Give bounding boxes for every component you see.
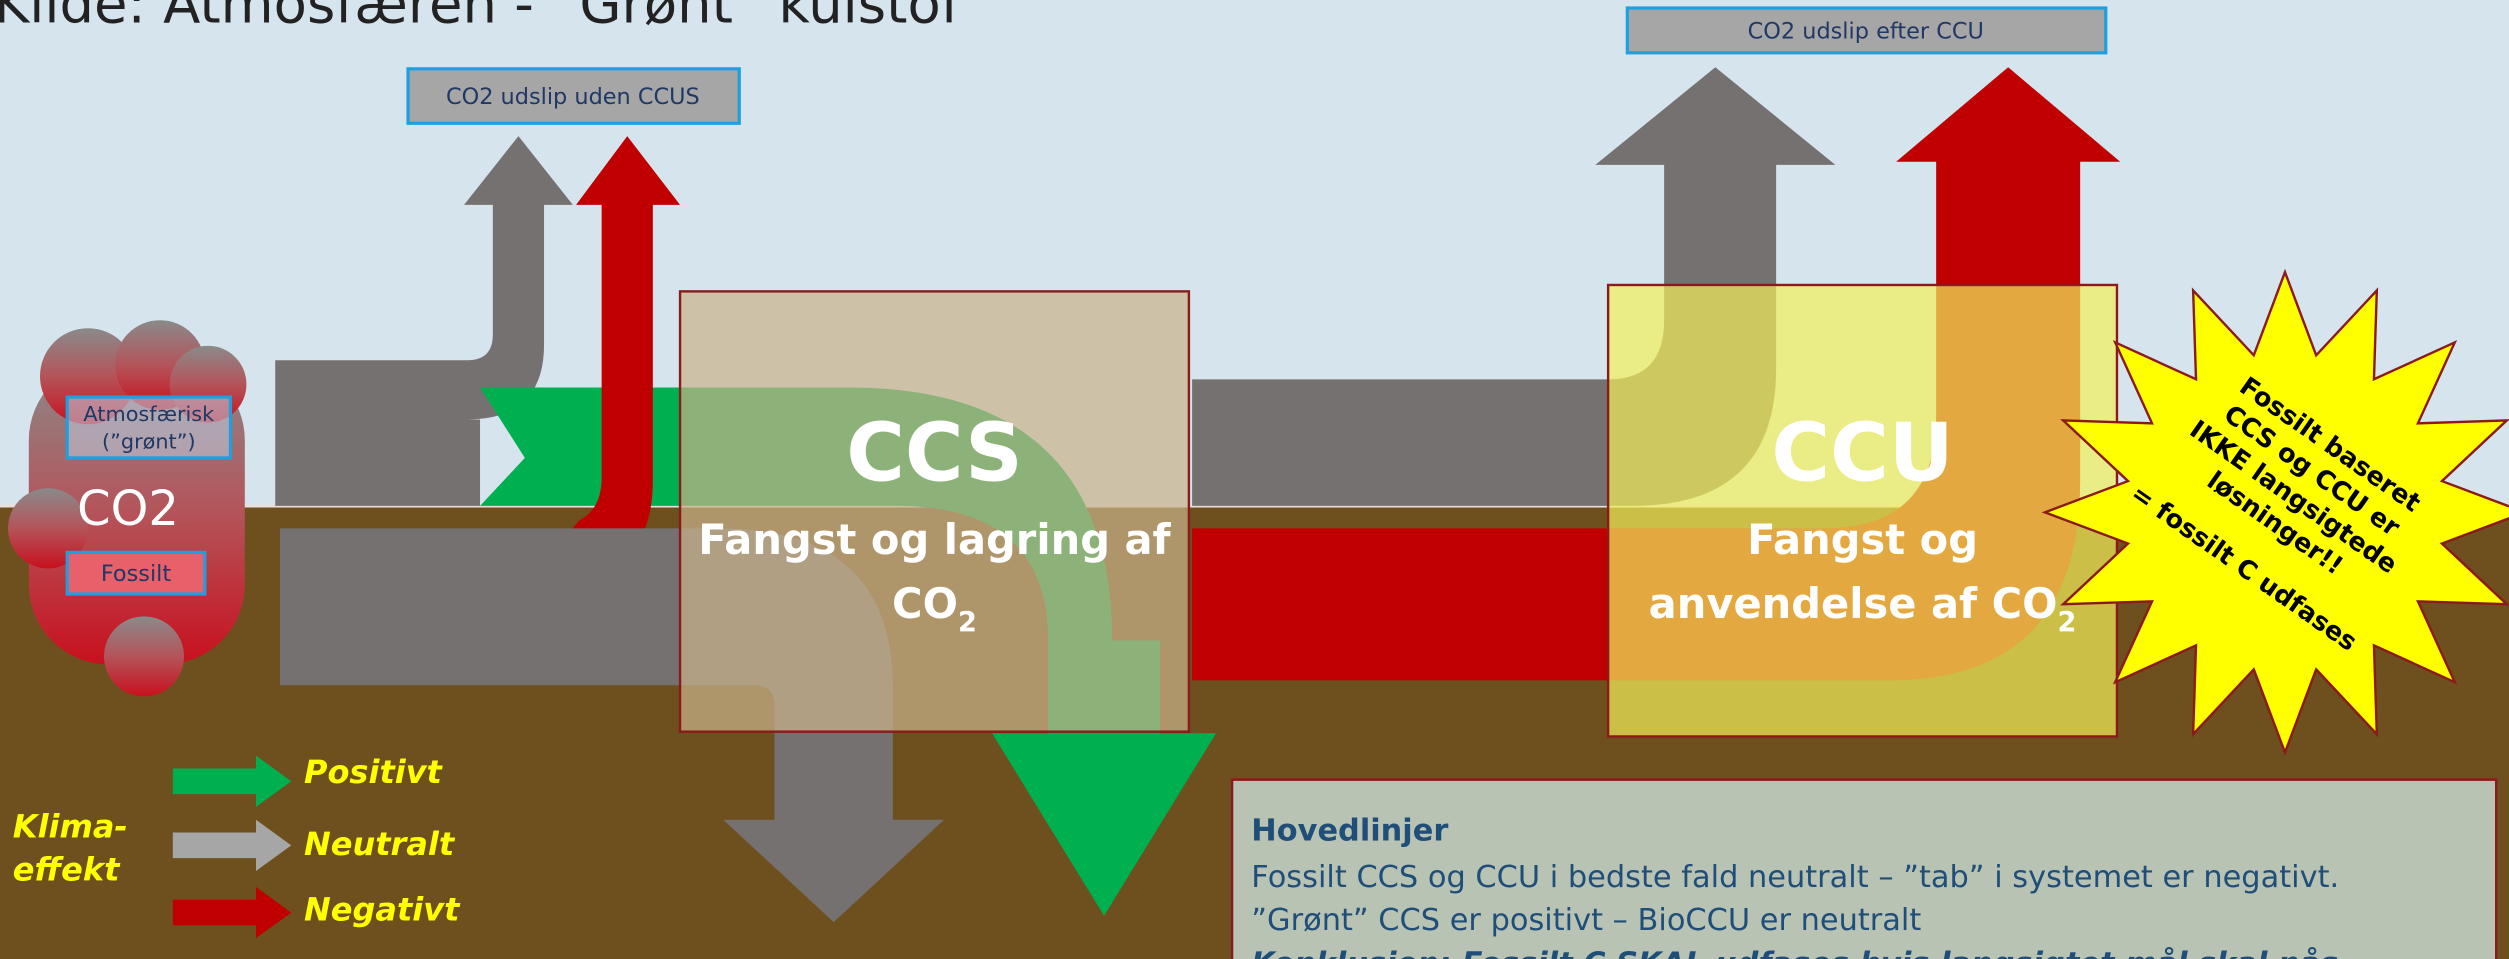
- label-text: CO2 udslip uden CCUS: [446, 84, 700, 110]
- ccu-line2: anvendelse af CO: [1649, 579, 2058, 628]
- slide-title: Kilde: Atmosfæren - ”Grønt” kulstof: [0, 0, 962, 35]
- ccs-sub: 2: [958, 607, 977, 638]
- slide: Kilde: Atmosfæren - ”Grønt” kulstof CCS …: [0, 0, 2509, 959]
- legend-title: Klima-: [13, 807, 128, 845]
- legend-label: Neutralt: [304, 825, 456, 863]
- label-text: CO2 udslip efter CCU: [1748, 18, 1984, 44]
- ccu-title: CCU: [1771, 406, 1953, 499]
- ccs-line2: CO: [892, 579, 958, 628]
- summary-line: Konklusion: Fossilt C SKAL udfases hvis …: [1251, 946, 2338, 959]
- co2-label: CO2: [77, 481, 179, 537]
- summary-heading: Hovedlinjer: [1251, 814, 1448, 849]
- page: Kilde: Atmosfæren - ”Grønt” kulstof CCS …: [0, 0, 2509, 959]
- cloud-puff: [104, 616, 184, 696]
- atmospheric-label: (”grønt”): [102, 429, 196, 453]
- summary-line: ”Grønt” CCS er positivt – BioCCU er neut…: [1251, 903, 1921, 938]
- legend-label: Negativt: [304, 891, 461, 929]
- legend-title: effekt: [13, 851, 121, 889]
- legend-label: Positivt: [304, 753, 444, 791]
- summary-line: Fossilt CCS og CCU i bedste fald neutral…: [1251, 860, 2339, 895]
- ccs-subtitle: Fangst og lagring af: [698, 515, 1171, 564]
- atmospheric-label: Atmosfærisk: [83, 402, 214, 426]
- ccu-subtitle: Fangst og: [1747, 515, 1978, 564]
- ccs-title: CCS: [846, 406, 1023, 499]
- fossil-label: Fossilt: [101, 561, 172, 587]
- ccu-line1: Fangst og: [1747, 515, 1978, 564]
- ccu-box: [1608, 285, 2117, 736]
- ccu-sub: 2: [2058, 607, 2077, 638]
- ccs-box: [680, 291, 1189, 731]
- ccs-line1: Fangst og lagring af: [698, 515, 1171, 564]
